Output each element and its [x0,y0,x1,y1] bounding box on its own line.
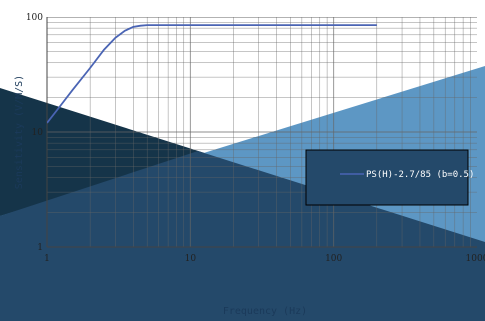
y-tick-label: 100 [26,13,43,23]
x-tick-label: 1000 [466,254,485,264]
x-tick-label: 1 [44,254,50,264]
x-tick-label: 10 [185,254,197,264]
background-shapes [0,66,485,321]
legend: PS(H)-2.7/85 (b=0.5) [305,149,474,206]
axes [46,17,477,248]
tick-labels: 1 10 100 1000 1 10 100 [26,13,485,264]
legend-label: PS(H)-2.7/85 (b=0.5) [366,170,474,180]
x-tick-label: 100 [325,254,342,264]
y-tick-label: 1 [37,243,43,253]
x-axis-title: Frequency (Hz) [223,306,307,317]
legend-box [305,149,469,206]
grid [47,17,477,247]
overlap-triangle [0,151,485,321]
series-layer [47,24,377,124]
y-axis-title: Sensitivity (V/M/S) [14,75,25,189]
series-line [47,24,377,124]
y-tick-label: 10 [32,128,44,138]
